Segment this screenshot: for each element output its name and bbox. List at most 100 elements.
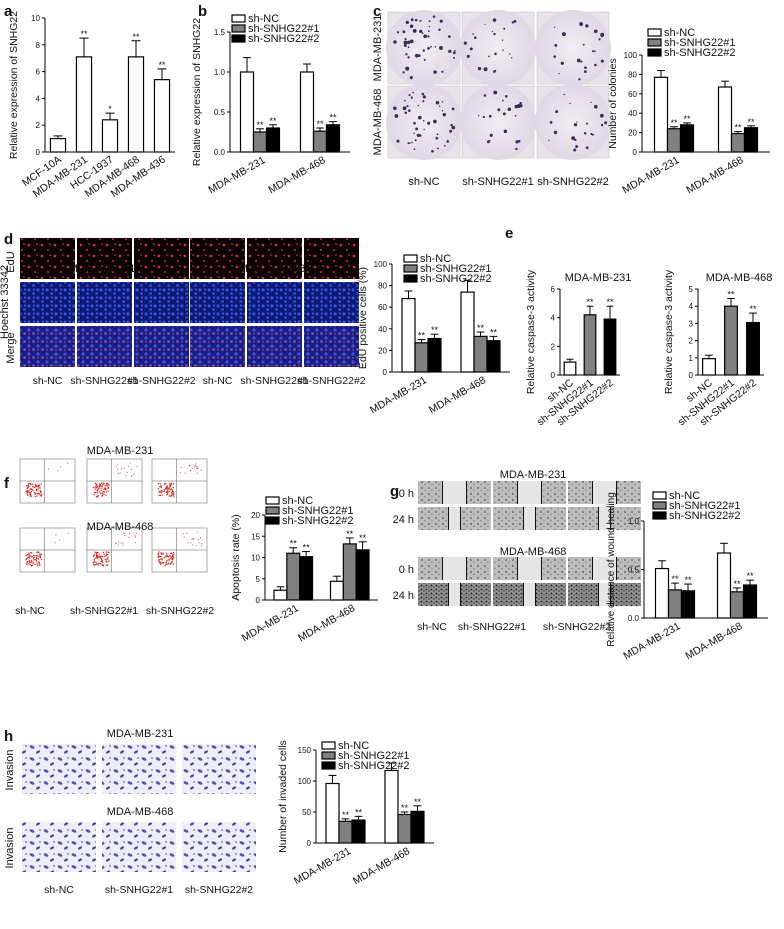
colony-dot xyxy=(403,40,408,45)
colony-dot xyxy=(515,147,518,151)
flow-event xyxy=(165,552,168,555)
flow-event xyxy=(35,559,38,562)
wound-gap xyxy=(448,507,461,530)
bar-f-MDA-MB-468-sh-NC xyxy=(329,580,344,601)
flow-event xyxy=(172,483,175,485)
bar-h-MDA-MB-468-sh-SNHG22#2 xyxy=(410,810,425,844)
edu-image xyxy=(247,282,302,323)
colony-dot xyxy=(404,37,407,41)
flow-event xyxy=(170,556,172,559)
x-tick-label: MDA-MB-231 xyxy=(368,374,429,416)
flow-event xyxy=(173,553,175,556)
colony-dot xyxy=(585,146,589,150)
flow-event xyxy=(167,493,169,495)
bar-b-MDA-MB-231-sh-SNHG22#1 xyxy=(252,131,268,153)
significance-mark: ** xyxy=(727,289,735,299)
flow-event xyxy=(96,556,99,558)
significance-mark: ** xyxy=(586,297,594,307)
legend-label: sh-SNHG22#2 xyxy=(664,47,736,59)
flow-event xyxy=(28,554,30,556)
flow-event xyxy=(54,542,56,544)
significance-mark: ** xyxy=(269,116,277,126)
chart-e1-y-tick-label: 1 xyxy=(689,354,694,363)
colony-dot xyxy=(409,142,411,144)
wound-gap xyxy=(517,481,542,504)
legend-swatch xyxy=(403,274,418,283)
colony-dot xyxy=(451,107,455,111)
colony-dot xyxy=(412,28,417,33)
column-label: sh-NC xyxy=(203,375,233,387)
flow-event xyxy=(172,491,174,493)
colony-plate xyxy=(460,84,536,160)
flow-event xyxy=(103,488,105,490)
edu-image xyxy=(134,238,189,279)
flow-event xyxy=(134,541,136,544)
flow-event xyxy=(107,487,109,489)
flow-event xyxy=(31,488,33,491)
chart-g-y-tick-label: 1.0 xyxy=(628,517,640,526)
flow-event xyxy=(29,564,31,566)
bar-h-MDA-MB-468-sh-SNHG22#1 xyxy=(397,813,412,844)
flow-event xyxy=(172,563,175,565)
edu-image xyxy=(247,238,302,279)
flow-event xyxy=(169,557,172,560)
flow-event xyxy=(191,538,193,540)
panel-letter-g: g xyxy=(390,483,399,500)
flow-event xyxy=(172,494,175,496)
colony-dot xyxy=(449,129,453,133)
significance-mark: ** xyxy=(414,797,422,807)
flow-event xyxy=(164,488,167,490)
bar-chart-a-HCC-1937 xyxy=(101,119,119,153)
colony-dot xyxy=(598,38,601,41)
chart-d-y-tick-label: 100 xyxy=(374,260,388,269)
chart-d-y-tick-label: 60 xyxy=(378,303,387,312)
flow-event xyxy=(103,555,106,558)
flow-event xyxy=(101,564,104,566)
flow-event xyxy=(159,563,162,565)
colony-dot xyxy=(492,18,497,22)
legend-swatch xyxy=(652,501,667,510)
flow-event xyxy=(40,558,43,561)
chart-h-y-tick-label: 0 xyxy=(307,839,312,848)
panel-letter-f: f xyxy=(4,475,10,492)
chart-a-y-tick-label: 2 xyxy=(36,121,41,130)
colony-dot xyxy=(430,46,432,48)
flow-event xyxy=(34,495,36,498)
x-tick-label: MDA-MB-468 xyxy=(296,602,357,644)
chart-e1-y-tick-label: 2 xyxy=(689,337,694,346)
colony-dot xyxy=(407,142,410,145)
colony-dot xyxy=(585,24,589,28)
flow-event xyxy=(48,468,50,470)
flow-event xyxy=(105,494,107,496)
bar-chart-a-MDA-MB-231 xyxy=(75,56,93,153)
legend-swatch xyxy=(231,24,246,33)
row-label: Invasion xyxy=(4,828,16,869)
flow-event xyxy=(32,562,34,564)
flow-event xyxy=(107,560,110,562)
flow-event xyxy=(166,485,168,487)
flow-event xyxy=(160,558,162,560)
chart-d-y-tick-label: 40 xyxy=(378,325,387,334)
row-label: 0 h xyxy=(399,488,414,500)
colony-dot xyxy=(600,59,604,63)
bar-b-MDA-MB-468-sh-NC xyxy=(299,71,315,153)
chart-f-y-tick-label: 5 xyxy=(256,575,261,584)
flow-event xyxy=(103,491,106,493)
row-label: 24 h xyxy=(393,514,414,526)
chart-e0-y-tick-label: 0 xyxy=(551,371,556,380)
legend-label: sh-NC xyxy=(664,27,695,39)
flow-event xyxy=(165,491,167,494)
bar-chart-e1-sh-SNHG22#1 xyxy=(724,305,738,376)
flow-event xyxy=(171,489,174,491)
flow-event xyxy=(94,489,96,491)
colony-dot xyxy=(561,32,566,37)
colony-dot xyxy=(511,57,513,59)
flow-event xyxy=(102,491,104,493)
flow-event xyxy=(124,532,126,535)
bar-chart-e0-sh-NC xyxy=(563,361,577,376)
colony-dot xyxy=(427,121,431,125)
group-label: MDA-MB-231 xyxy=(69,263,136,275)
flow-event xyxy=(159,490,161,493)
flow-event xyxy=(36,551,38,553)
flow-event xyxy=(33,554,35,557)
